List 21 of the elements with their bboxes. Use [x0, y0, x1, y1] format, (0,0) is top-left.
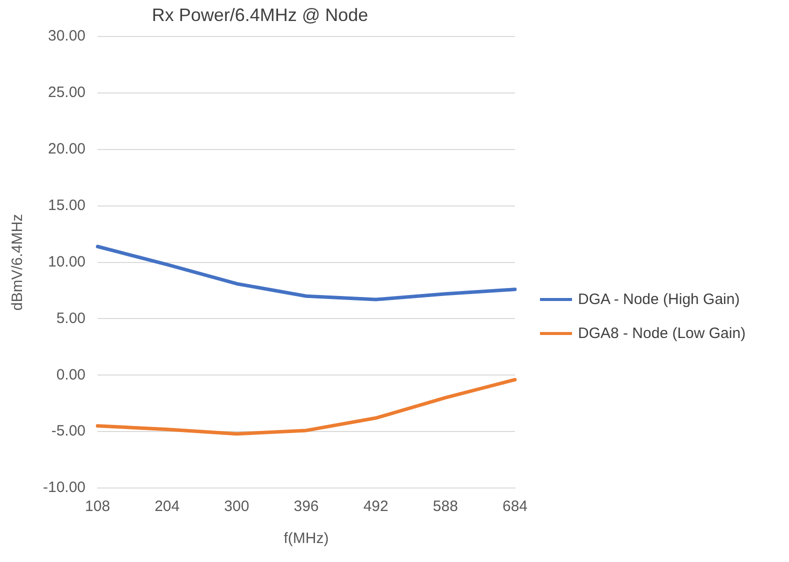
x-tick-label: 108 — [85, 498, 110, 516]
y-tick-label: 5.00 — [56, 310, 86, 327]
y-tick-label: -5.00 — [51, 422, 86, 440]
x-tick-label: 492 — [363, 498, 388, 516]
x-axis-title: f(MHz) — [284, 530, 329, 548]
y-tick-label: 15.00 — [48, 197, 86, 214]
x-tick-label: 396 — [294, 498, 319, 516]
y-tick-label: -10.00 — [42, 479, 86, 496]
x-tick-label: 588 — [432, 498, 458, 516]
y-tick-label: 25.00 — [48, 84, 86, 102]
y-tick-label: 0.00 — [56, 366, 86, 384]
y-tick-label: 30.00 — [48, 28, 86, 45]
x-tick-label: 684 — [502, 498, 528, 516]
y-tick-label: 20.00 — [48, 140, 86, 158]
chart-title: Rx Power/6.4MHz @ Node — [152, 4, 368, 25]
x-tick-label: 300 — [224, 498, 250, 516]
y-axis-title: dBmV/6.4MHz — [9, 214, 26, 311]
x-tick-label: 204 — [154, 498, 180, 516]
legend-label: DGA8 - Node (Low Gain) — [578, 324, 746, 342]
y-tick-label: 10.00 — [48, 253, 86, 270]
legend-label: DGA - Node (High Gain) — [578, 290, 740, 308]
